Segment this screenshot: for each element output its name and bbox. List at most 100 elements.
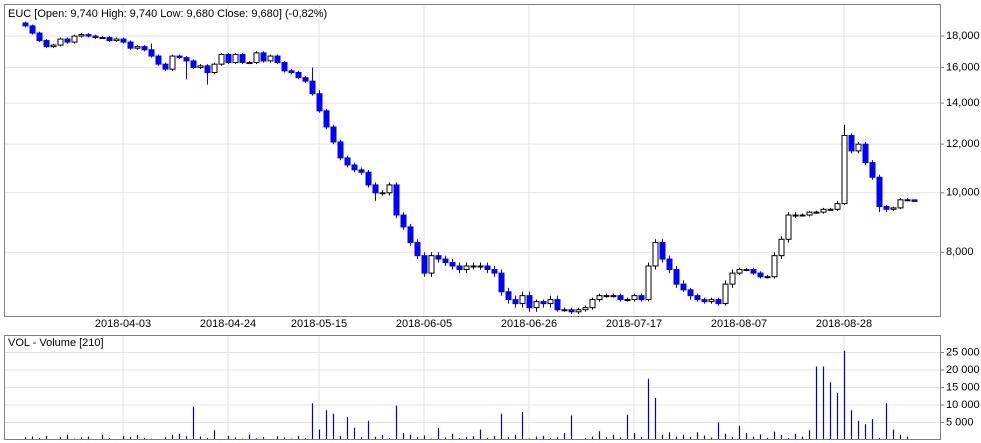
candle-body: [456, 265, 463, 271]
candle-body: [463, 265, 470, 271]
candle-body: [806, 211, 813, 216]
candle-body: [652, 241, 659, 267]
candle-body: [148, 49, 155, 57]
candle-body: [169, 55, 176, 70]
y-tick-label: 15 000: [946, 381, 980, 393]
candle-body: [358, 169, 365, 173]
candle-body: [232, 53, 239, 64]
candle-body: [29, 25, 36, 34]
x-tick-label: 2018-07-17: [606, 318, 662, 330]
y-tick-label: 12,000: [946, 138, 980, 150]
candle-body: [190, 60, 197, 68]
candle-body: [827, 208, 834, 211]
y-tick-label: 14,000: [946, 97, 980, 109]
candle-body: [561, 309, 568, 312]
candle-body: [512, 299, 519, 305]
mark-layer: [22, 21, 918, 440]
candle-body: [575, 309, 582, 313]
candle-body: [589, 299, 596, 309]
candle-body: [869, 162, 876, 178]
candle-body: [540, 301, 547, 305]
candle-body: [876, 176, 883, 207]
grid-layer: [4, 4, 944, 440]
candle-body: [309, 80, 316, 95]
candle-body: [323, 110, 330, 128]
y-tick-label: 25 000: [946, 346, 980, 358]
candle-body: [442, 258, 449, 263]
candle-body: [799, 214, 806, 217]
candle-body: [694, 295, 701, 301]
candle-body: [715, 299, 722, 305]
candle-body: [120, 38, 127, 43]
candle-body: [729, 272, 736, 285]
candle-body: [617, 295, 624, 301]
candle-body: [253, 52, 260, 64]
candle-body: [400, 214, 407, 228]
candle-body: [155, 55, 162, 65]
y-tick-label: 10,000: [946, 187, 980, 199]
candle-body: [337, 141, 344, 159]
candle-body: [239, 53, 246, 64]
candle-body: [99, 37, 106, 40]
candle-body: [631, 295, 638, 301]
candle-body: [785, 214, 792, 240]
candle-body: [834, 203, 841, 210]
y-tick-label: 18,000: [946, 30, 980, 42]
candle-body: [197, 65, 204, 68]
candle-body: [449, 261, 456, 267]
volume-panel-frame: [4, 335, 941, 440]
x-tick-label: 2018-05-15: [291, 318, 347, 330]
y-tick-label: 16,000: [946, 61, 980, 73]
candle-body: [477, 265, 484, 268]
candle-body: [771, 255, 778, 278]
candle-body: [596, 295, 603, 301]
candle-body: [64, 38, 71, 43]
candle-body: [526, 295, 533, 309]
x-tick-label: 2018-06-05: [396, 318, 452, 330]
candle-body: [568, 309, 575, 313]
candle-body: [428, 255, 435, 274]
x-tick-label: 2018-04-03: [95, 318, 151, 330]
candle-body: [295, 72, 302, 79]
candle-body: [498, 272, 505, 293]
candle-body: [106, 37, 113, 42]
x-tick-label: 2018-04-24: [200, 318, 256, 330]
candle-body: [813, 211, 820, 214]
candle-body: [379, 192, 386, 195]
x-tick-label: 2018-08-07: [711, 318, 767, 330]
candle-body: [624, 299, 631, 302]
candle-body: [708, 299, 715, 303]
candle-body: [288, 70, 295, 74]
candle-body: [267, 55, 274, 62]
y-tick-label: 8,000: [946, 246, 974, 258]
candle-body: [246, 62, 253, 65]
candle-body: [659, 241, 666, 260]
volume-title: VOL - Volume [210]: [8, 337, 104, 349]
candle-body: [883, 205, 890, 210]
candle-body: [365, 171, 372, 186]
candle-body: [743, 269, 750, 272]
candle-body: [274, 55, 281, 64]
candle-body: [43, 40, 50, 48]
candle-body: [603, 295, 610, 298]
candle-body: [890, 207, 897, 210]
candle-body: [127, 41, 134, 49]
candle-body: [57, 38, 64, 46]
candle-body: [855, 143, 862, 152]
candle-body: [421, 255, 428, 274]
candle-body: [78, 34, 85, 37]
candle-body: [484, 265, 491, 271]
y-tick-label: 20 000: [946, 364, 980, 376]
candle-body: [134, 46, 141, 49]
candle-body: [582, 307, 589, 311]
candle-body: [722, 283, 729, 305]
candle-body: [302, 77, 309, 82]
candle-body: [519, 295, 526, 305]
x-tick-label: 2018-06-26: [501, 318, 557, 330]
candle-body: [911, 199, 918, 202]
candle-body: [792, 214, 799, 217]
candle-body: [113, 38, 120, 42]
candle-body: [491, 269, 498, 274]
candle-body: [897, 199, 904, 209]
